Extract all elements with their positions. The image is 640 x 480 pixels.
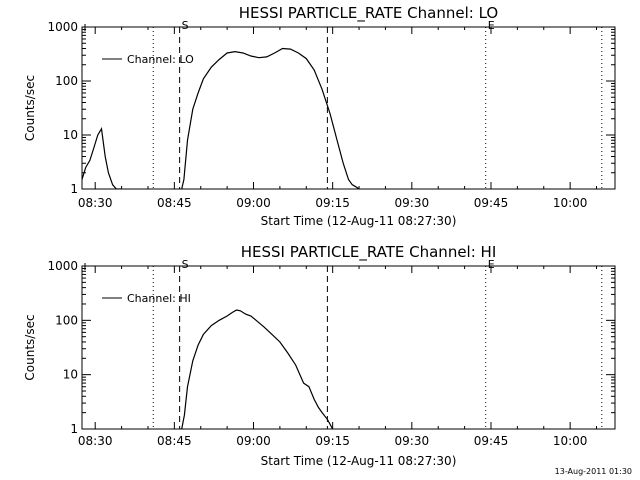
x-tick-label: 09:45: [474, 196, 509, 210]
x-tick-label: 08:30: [78, 196, 113, 210]
x-tick-label: 09:30: [395, 434, 430, 448]
x-tick-label: 10:00: [553, 434, 588, 448]
x-axis-label: Start Time (12-Aug-11 08:27:30): [261, 214, 457, 228]
x-tick-label: 09:15: [315, 434, 350, 448]
chart-title: HESSI PARTICLE_RATE Channel: LO: [239, 4, 498, 23]
y-axis-label: Counts/sec: [23, 314, 37, 380]
plot-frame: [81, 26, 616, 190]
legend-label: Channel: HI: [127, 292, 191, 305]
x-tick-label: 08:45: [157, 434, 192, 448]
footer-timestamp: 13-Aug-2011 01:30: [555, 467, 632, 476]
interval-marker-s: S: [182, 19, 189, 32]
x-tick-label: 09:00: [236, 434, 271, 448]
series-line: [181, 47, 360, 189]
x-tick-label: 09:00: [236, 196, 271, 210]
plot-frame: [81, 265, 616, 430]
y-tick-label: 10: [63, 368, 78, 382]
x-tick-label: 08:45: [157, 196, 192, 210]
panel-hi: HESSI PARTICLE_RATE Channel: HI Counts/se…: [23, 243, 616, 468]
interval-marker-e: E: [488, 19, 495, 32]
y-tick-label: 1000: [47, 20, 78, 34]
y-axis-label: Counts/sec: [23, 75, 37, 141]
legend-label: Channel: LO: [127, 53, 194, 66]
interval-marker-s: S: [182, 258, 189, 271]
x-tick-label: 08:30: [78, 434, 113, 448]
y-tick-label: 1000: [47, 259, 78, 273]
y-tick-label: 1: [70, 422, 78, 436]
y-tick-label: 1: [70, 182, 78, 196]
x-tick-label: 10:00: [553, 196, 588, 210]
x-tick-label: 09:30: [395, 196, 430, 210]
interval-marker-e: E: [488, 258, 495, 271]
x-axis-label: Start Time (12-Aug-11 08:27:30): [261, 454, 457, 468]
series-line: [181, 309, 334, 429]
x-tick-label: 09:15: [315, 196, 350, 210]
y-tick-label: 100: [55, 313, 78, 327]
x-tick-label: 09:45: [474, 434, 509, 448]
y-tick-label: 10: [63, 128, 78, 142]
y-tick-label: 100: [55, 74, 78, 88]
panel-lo: HESSI PARTICLE_RATE Channel: LO Counts/se…: [23, 4, 616, 228]
series-line: [82, 127, 122, 189]
chart-title: HESSI PARTICLE_RATE Channel: HI: [241, 243, 497, 262]
